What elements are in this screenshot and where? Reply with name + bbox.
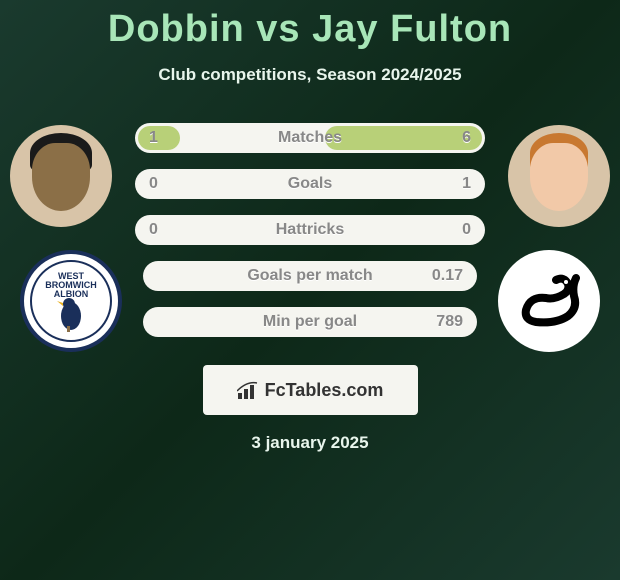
avatar-face [530,143,588,211]
fctables-logo: FcTables.com [203,365,418,415]
stat-value-right: 0 [462,221,471,239]
comparison-title: Dobbin vs Jay Fulton [0,0,620,51]
stat-value-left: 1 [149,129,158,147]
stat-label: Matches [278,129,342,147]
stat-label: Goals per match [247,267,372,285]
stat-label: Hattricks [276,221,344,239]
stats-bars: 1 Matches 6 0 Goals 1 0 Hattricks 0 Goals per mat… [135,123,485,353]
stat-value-right: 1 [462,175,471,193]
club-badge-right [498,250,600,352]
comparison-date: 3 january 2025 [0,433,620,453]
stat-row: 1 Matches 6 [135,123,485,153]
stat-row: Min per goal 789 [143,307,477,337]
stat-fill-left [138,126,180,150]
stat-label: Goals [288,175,332,193]
stat-value-right: 789 [436,313,463,331]
club-badge-left: WEST BROMWICHALBION [20,250,122,352]
stat-fill-right [325,126,483,150]
stat-row: 0 Goals 1 [135,169,485,199]
logo-text: FcTables.com [265,380,384,401]
stat-row: Goals per match 0.17 [143,261,477,291]
chart-bars-icon [237,381,259,399]
stat-value-right: 6 [462,129,471,147]
thrush-bird-icon [53,292,89,332]
season-subtitle: Club competitions, Season 2024/2025 [0,65,620,85]
stat-value-left: 0 [149,221,158,239]
comparison-panel: WEST BROMWICHALBION 1 Matches 6 0 Goals 1 0 Hat… [0,115,620,355]
player-right-avatar [508,125,610,227]
stat-row: 0 Hattricks 0 [135,215,485,245]
stat-value-left: 0 [149,175,158,193]
stat-value-right: 0.17 [432,267,463,285]
swan-icon [516,268,582,328]
avatar-face [32,143,90,211]
player-left-avatar [10,125,112,227]
stat-label: Min per goal [263,313,357,331]
